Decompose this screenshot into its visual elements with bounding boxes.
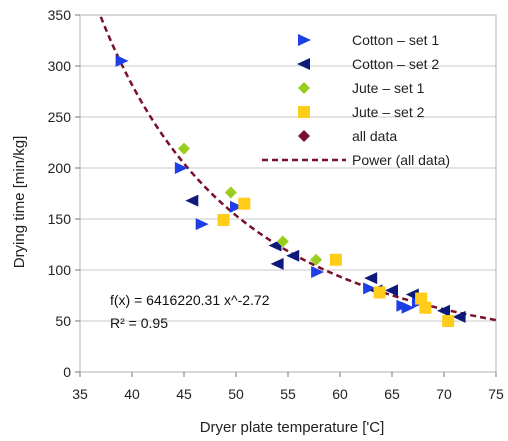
legend-marker (298, 34, 311, 46)
legend-marker (298, 82, 310, 94)
data-point (217, 214, 230, 227)
data-point (401, 301, 415, 314)
data-point (224, 186, 237, 199)
y-tick-label: 300 (48, 58, 72, 74)
legend-marker (298, 106, 310, 118)
legend-label: Power (all data) (352, 152, 450, 168)
legend-label: all data (352, 128, 397, 144)
r-squared-annotation: R² = 0.95 (110, 315, 168, 331)
y-tick-label: 100 (48, 262, 72, 278)
legend-marker (298, 130, 310, 142)
data-points (115, 54, 466, 327)
y-tick-label: 350 (48, 7, 72, 23)
data-point (437, 304, 450, 317)
data-point (364, 272, 378, 285)
power-fit-curve (99, 16, 497, 322)
legend-label: Cotton – set 2 (352, 56, 439, 72)
data-point (174, 162, 188, 174)
x-axis-title: Dryer plate temperature ['C] (200, 419, 385, 436)
data-point (286, 249, 300, 262)
power-fit-line (99, 16, 497, 322)
x-tick-label: 65 (384, 386, 400, 402)
fit-equation-annotation: f(x) = 6416220.31 x^-2.72 (110, 292, 270, 308)
x-tick-label: 50 (228, 386, 244, 402)
data-point (276, 235, 289, 248)
legend-label: Cotton – set 1 (352, 32, 439, 48)
data-point (442, 315, 455, 327)
x-axis-ticks: 35 40 45 50 55 60 65 70 75 (72, 372, 504, 402)
x-tick-label: 40 (124, 386, 140, 402)
data-point (310, 253, 323, 266)
y-tick-label: 50 (55, 313, 71, 329)
y-tick-label: 200 (48, 160, 72, 176)
x-tick-label: 45 (176, 386, 192, 402)
data-point (385, 284, 398, 297)
data-point (373, 286, 386, 299)
data-point (238, 197, 251, 210)
data-point (363, 282, 377, 295)
x-tick-label: 35 (72, 386, 88, 402)
legend-label: Jute – set 2 (352, 104, 425, 120)
y-axis-title: Drying time [min/kg] (11, 136, 28, 269)
data-point (115, 54, 129, 67)
x-tick-label: 60 (332, 386, 348, 402)
data-point (185, 194, 199, 207)
legend-marker (297, 58, 310, 70)
data-point (419, 301, 432, 314)
data-point (415, 292, 428, 305)
y-axis-ticks: 0 50 100 150 200 250 300 350 (48, 7, 80, 380)
y-tick-label: 150 (48, 211, 72, 227)
data-point (329, 253, 342, 266)
data-point (195, 218, 209, 231)
x-tick-label: 75 (488, 386, 504, 402)
legend: Cotton – set 1 Cotton – set 2 Jute – set 1… (262, 32, 450, 168)
data-point (230, 200, 243, 213)
x-tick-label: 70 (436, 386, 452, 402)
data-point (452, 310, 466, 323)
y-tick-label: 250 (48, 109, 72, 125)
data-point (178, 142, 190, 155)
legend-label: Jute – set 1 (352, 80, 425, 96)
data-point (311, 266, 325, 279)
x-tick-label: 55 (280, 386, 296, 402)
data-point (270, 257, 284, 270)
y-tick-label: 0 (63, 364, 71, 380)
